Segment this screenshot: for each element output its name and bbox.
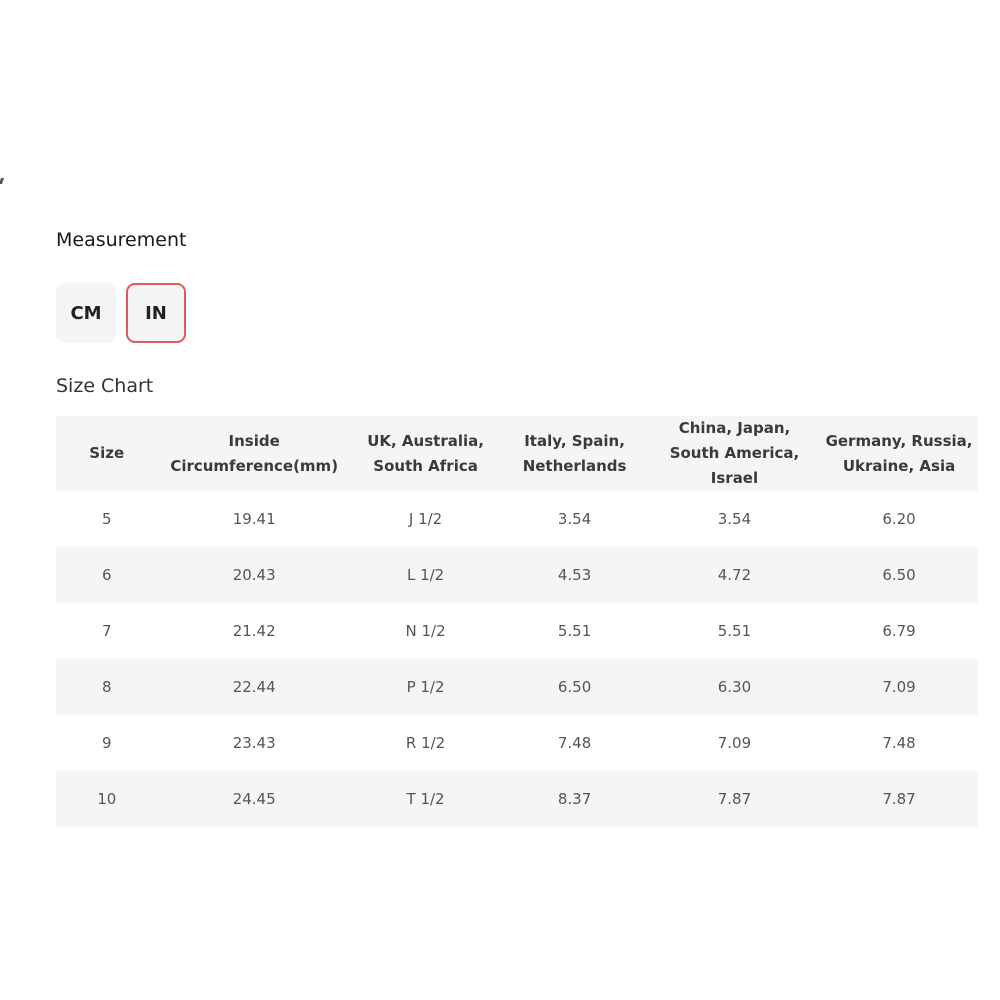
table-cell: 22.44: [157, 659, 351, 715]
table-row: 9 23.43 R 1/2 7.48 7.09 7.48: [56, 715, 978, 771]
table-cell: 6.30: [648, 659, 821, 715]
size-chart-title: Size Chart: [56, 375, 154, 397]
table-cell: 7.48: [557, 734, 592, 752]
table-cell: 9: [101, 734, 112, 752]
table-cell: 5.51: [557, 622, 592, 640]
table-cell: 10: [56, 771, 158, 827]
table-cell: R 1/2: [405, 734, 446, 752]
table-cell: 6.50: [500, 659, 649, 715]
table-row: 6 20.43 L 1/2 4.53 4.72 6.50: [56, 547, 978, 603]
table-cell: 8.37: [500, 771, 649, 827]
table-cell: 24.45: [157, 771, 351, 827]
table-cell: 21.42: [232, 622, 276, 640]
table-cell: T 1/2: [350, 771, 501, 827]
table-cell: P 1/2: [350, 659, 501, 715]
column-header: Inside Circumference(mm): [157, 416, 351, 491]
table-header-row: Size Inside Circumference(mm) UK, Australi…: [56, 416, 978, 491]
unit-in-button[interactable]: IN: [126, 283, 186, 343]
table-cell: 3.54: [557, 510, 592, 528]
table-cell: 7.09: [717, 734, 752, 752]
table-row: 10 24.45 T 1/2 8.37 7.87 7.87: [56, 771, 978, 827]
table-cell: 7.87: [820, 771, 978, 827]
table-cell: 19.41: [232, 510, 276, 528]
table-cell: 7.87: [648, 771, 821, 827]
measurement-title: Measurement: [56, 229, 187, 251]
table-row: 7 21.42 N 1/2 5.51 5.51 6.79: [56, 603, 978, 659]
column-header: Italy, Spain, Netherlands: [500, 416, 649, 491]
column-header: Size: [56, 416, 158, 491]
table-row: 5 19.41 J 1/2 3.54 3.54 6.20: [56, 491, 978, 547]
column-header: Germany, Russia, Ukraine, Asia: [820, 416, 978, 491]
table-cell: 5.51: [717, 622, 752, 640]
table-cell: 5: [101, 510, 112, 528]
table-cell: 6.79: [882, 622, 916, 640]
table-cell: 3.54: [717, 510, 752, 528]
table-cell: 6: [56, 547, 158, 603]
table-row: 8 22.44 P 1/2 6.50 6.30 7.09: [56, 659, 978, 715]
table-cell: 7.48: [882, 734, 916, 752]
unit-cm-button[interactable]: CM: [56, 283, 116, 343]
table-cell: 4.53: [500, 547, 649, 603]
table-cell: 8: [56, 659, 158, 715]
table-cell: N 1/2: [405, 622, 446, 640]
table-cell: 7: [101, 622, 112, 640]
column-header: UK, Australia, South Africa: [350, 416, 501, 491]
column-header: China, Japan, South America, Israel: [648, 416, 821, 491]
size-chart-table: Size Inside Circumference(mm) UK, Australi…: [56, 416, 978, 827]
table-cell: 6.50: [820, 547, 978, 603]
table-cell: 20.43: [157, 547, 351, 603]
table-cell: 7.09: [820, 659, 978, 715]
edge-artifact: [0, 178, 5, 184]
table-cell: 6.20: [882, 510, 916, 528]
table-cell: 4.72: [648, 547, 821, 603]
table-cell: 23.43: [232, 734, 276, 752]
table-cell: L 1/2: [350, 547, 501, 603]
table-cell: J 1/2: [408, 510, 443, 528]
